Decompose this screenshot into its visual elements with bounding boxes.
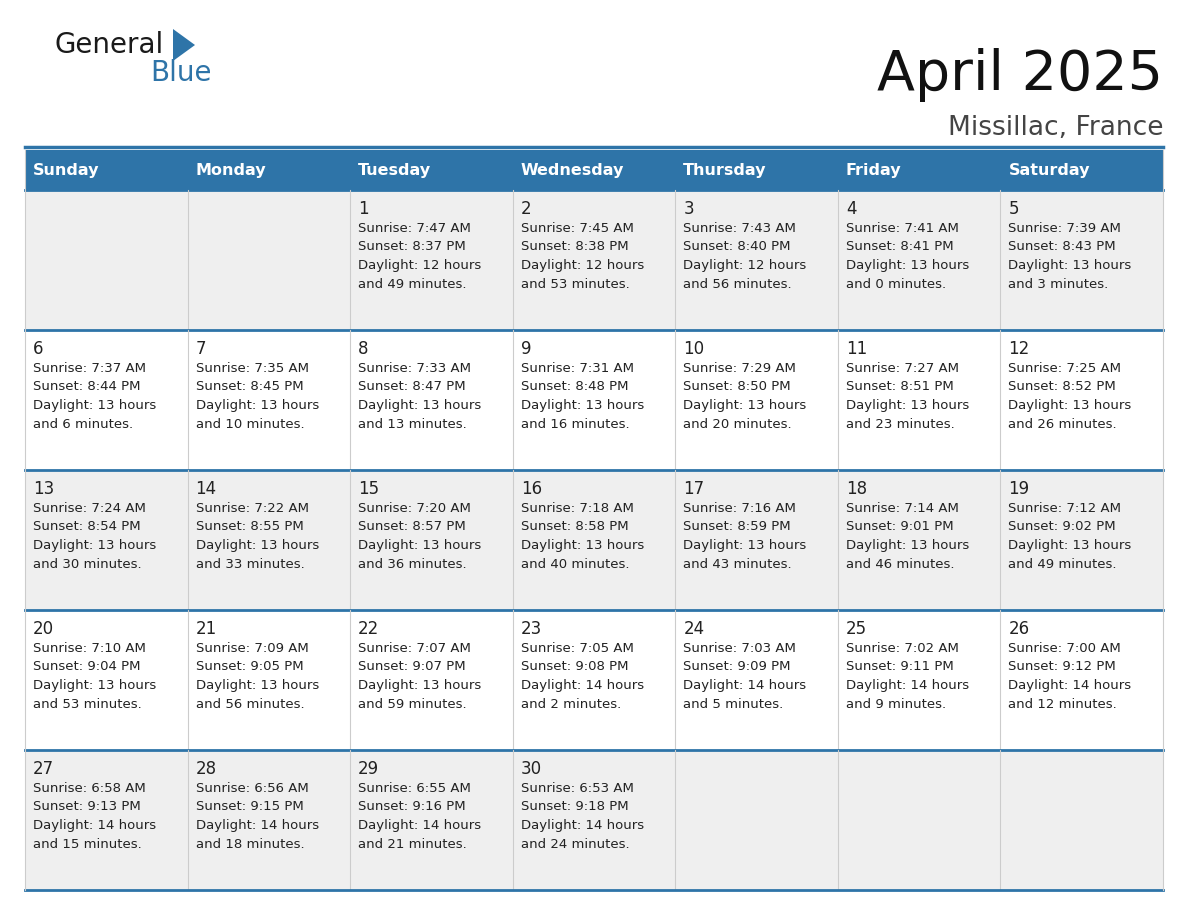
Text: 19: 19: [1009, 480, 1030, 498]
Text: 4: 4: [846, 200, 857, 218]
Text: Sunrise: 6:53 AM
Sunset: 9:18 PM
Daylight: 14 hours
and 24 minutes.: Sunrise: 6:53 AM Sunset: 9:18 PM Dayligh…: [520, 782, 644, 850]
Text: 3: 3: [683, 200, 694, 218]
Text: Sunrise: 7:07 AM
Sunset: 9:07 PM
Daylight: 13 hours
and 59 minutes.: Sunrise: 7:07 AM Sunset: 9:07 PM Dayligh…: [358, 642, 481, 711]
Text: Sunrise: 7:10 AM
Sunset: 9:04 PM
Daylight: 13 hours
and 53 minutes.: Sunrise: 7:10 AM Sunset: 9:04 PM Dayligh…: [33, 642, 157, 711]
Text: Sunrise: 7:47 AM
Sunset: 8:37 PM
Daylight: 12 hours
and 49 minutes.: Sunrise: 7:47 AM Sunset: 8:37 PM Dayligh…: [358, 222, 481, 290]
Text: April 2025: April 2025: [877, 48, 1163, 102]
Text: 22: 22: [358, 620, 379, 638]
Text: 20: 20: [33, 620, 55, 638]
Text: 29: 29: [358, 760, 379, 778]
Text: Sunrise: 7:05 AM
Sunset: 9:08 PM
Daylight: 14 hours
and 2 minutes.: Sunrise: 7:05 AM Sunset: 9:08 PM Dayligh…: [520, 642, 644, 711]
Text: Sunrise: 7:09 AM
Sunset: 9:05 PM
Daylight: 13 hours
and 56 minutes.: Sunrise: 7:09 AM Sunset: 9:05 PM Dayligh…: [196, 642, 318, 711]
Text: 5: 5: [1009, 200, 1019, 218]
Text: Sunrise: 7:25 AM
Sunset: 8:52 PM
Daylight: 13 hours
and 26 minutes.: Sunrise: 7:25 AM Sunset: 8:52 PM Dayligh…: [1009, 362, 1132, 431]
Bar: [25, 330, 1163, 470]
Text: 18: 18: [846, 480, 867, 498]
Text: 7: 7: [196, 340, 206, 358]
Bar: [25, 190, 1163, 330]
Text: 1: 1: [358, 200, 368, 218]
Text: Sunrise: 7:41 AM
Sunset: 8:41 PM
Daylight: 13 hours
and 0 minutes.: Sunrise: 7:41 AM Sunset: 8:41 PM Dayligh…: [846, 222, 969, 290]
Bar: [25, 750, 1163, 890]
Text: Sunday: Sunday: [33, 162, 100, 177]
Text: 24: 24: [683, 620, 704, 638]
Text: 17: 17: [683, 480, 704, 498]
Bar: [25, 150, 1163, 190]
Text: 10: 10: [683, 340, 704, 358]
Text: 12: 12: [1009, 340, 1030, 358]
Text: Sunrise: 6:56 AM
Sunset: 9:15 PM
Daylight: 14 hours
and 18 minutes.: Sunrise: 6:56 AM Sunset: 9:15 PM Dayligh…: [196, 782, 318, 850]
Polygon shape: [173, 29, 195, 61]
Text: 30: 30: [520, 760, 542, 778]
Text: Sunrise: 7:27 AM
Sunset: 8:51 PM
Daylight: 13 hours
and 23 minutes.: Sunrise: 7:27 AM Sunset: 8:51 PM Dayligh…: [846, 362, 969, 431]
Text: Sunrise: 7:00 AM
Sunset: 9:12 PM
Daylight: 14 hours
and 12 minutes.: Sunrise: 7:00 AM Sunset: 9:12 PM Dayligh…: [1009, 642, 1131, 711]
Text: Sunrise: 7:35 AM
Sunset: 8:45 PM
Daylight: 13 hours
and 10 minutes.: Sunrise: 7:35 AM Sunset: 8:45 PM Dayligh…: [196, 362, 318, 431]
Text: Friday: Friday: [846, 162, 902, 177]
Text: Sunrise: 7:14 AM
Sunset: 9:01 PM
Daylight: 13 hours
and 46 minutes.: Sunrise: 7:14 AM Sunset: 9:01 PM Dayligh…: [846, 502, 969, 570]
Bar: [25, 610, 1163, 750]
Text: Sunrise: 7:29 AM
Sunset: 8:50 PM
Daylight: 13 hours
and 20 minutes.: Sunrise: 7:29 AM Sunset: 8:50 PM Dayligh…: [683, 362, 807, 431]
Text: Sunrise: 7:33 AM
Sunset: 8:47 PM
Daylight: 13 hours
and 13 minutes.: Sunrise: 7:33 AM Sunset: 8:47 PM Dayligh…: [358, 362, 481, 431]
Text: Blue: Blue: [150, 59, 211, 87]
Text: Sunrise: 6:58 AM
Sunset: 9:13 PM
Daylight: 14 hours
and 15 minutes.: Sunrise: 6:58 AM Sunset: 9:13 PM Dayligh…: [33, 782, 156, 850]
Text: 26: 26: [1009, 620, 1030, 638]
Text: Sunrise: 7:02 AM
Sunset: 9:11 PM
Daylight: 14 hours
and 9 minutes.: Sunrise: 7:02 AM Sunset: 9:11 PM Dayligh…: [846, 642, 969, 711]
Text: Sunrise: 7:39 AM
Sunset: 8:43 PM
Daylight: 13 hours
and 3 minutes.: Sunrise: 7:39 AM Sunset: 8:43 PM Dayligh…: [1009, 222, 1132, 290]
Text: 27: 27: [33, 760, 55, 778]
Text: Sunrise: 7:18 AM
Sunset: 8:58 PM
Daylight: 13 hours
and 40 minutes.: Sunrise: 7:18 AM Sunset: 8:58 PM Dayligh…: [520, 502, 644, 570]
Text: Sunrise: 7:22 AM
Sunset: 8:55 PM
Daylight: 13 hours
and 33 minutes.: Sunrise: 7:22 AM Sunset: 8:55 PM Dayligh…: [196, 502, 318, 570]
Text: Sunrise: 7:31 AM
Sunset: 8:48 PM
Daylight: 13 hours
and 16 minutes.: Sunrise: 7:31 AM Sunset: 8:48 PM Dayligh…: [520, 362, 644, 431]
Text: Sunrise: 7:12 AM
Sunset: 9:02 PM
Daylight: 13 hours
and 49 minutes.: Sunrise: 7:12 AM Sunset: 9:02 PM Dayligh…: [1009, 502, 1132, 570]
Text: Sunrise: 7:20 AM
Sunset: 8:57 PM
Daylight: 13 hours
and 36 minutes.: Sunrise: 7:20 AM Sunset: 8:57 PM Dayligh…: [358, 502, 481, 570]
Text: Sunrise: 7:03 AM
Sunset: 9:09 PM
Daylight: 14 hours
and 5 minutes.: Sunrise: 7:03 AM Sunset: 9:09 PM Dayligh…: [683, 642, 807, 711]
Text: 21: 21: [196, 620, 217, 638]
Text: Sunrise: 7:16 AM
Sunset: 8:59 PM
Daylight: 13 hours
and 43 minutes.: Sunrise: 7:16 AM Sunset: 8:59 PM Dayligh…: [683, 502, 807, 570]
Bar: [25, 470, 1163, 610]
Text: Sunrise: 7:24 AM
Sunset: 8:54 PM
Daylight: 13 hours
and 30 minutes.: Sunrise: 7:24 AM Sunset: 8:54 PM Dayligh…: [33, 502, 157, 570]
Text: Sunrise: 7:45 AM
Sunset: 8:38 PM
Daylight: 12 hours
and 53 minutes.: Sunrise: 7:45 AM Sunset: 8:38 PM Dayligh…: [520, 222, 644, 290]
Text: 23: 23: [520, 620, 542, 638]
Text: Wednesday: Wednesday: [520, 162, 624, 177]
Text: 11: 11: [846, 340, 867, 358]
Text: 16: 16: [520, 480, 542, 498]
Text: 6: 6: [33, 340, 44, 358]
Text: 25: 25: [846, 620, 867, 638]
Text: Saturday: Saturday: [1009, 162, 1089, 177]
Text: Thursday: Thursday: [683, 162, 766, 177]
Text: 13: 13: [33, 480, 55, 498]
Text: Monday: Monday: [196, 162, 266, 177]
Text: General: General: [55, 31, 164, 59]
Text: 14: 14: [196, 480, 216, 498]
Text: Sunrise: 7:43 AM
Sunset: 8:40 PM
Daylight: 12 hours
and 56 minutes.: Sunrise: 7:43 AM Sunset: 8:40 PM Dayligh…: [683, 222, 807, 290]
Text: Missillac, France: Missillac, France: [948, 115, 1163, 141]
Text: 15: 15: [358, 480, 379, 498]
Text: Sunrise: 6:55 AM
Sunset: 9:16 PM
Daylight: 14 hours
and 21 minutes.: Sunrise: 6:55 AM Sunset: 9:16 PM Dayligh…: [358, 782, 481, 850]
Text: 2: 2: [520, 200, 531, 218]
Text: 8: 8: [358, 340, 368, 358]
Text: 28: 28: [196, 760, 216, 778]
Text: Tuesday: Tuesday: [358, 162, 431, 177]
Text: 9: 9: [520, 340, 531, 358]
Text: Sunrise: 7:37 AM
Sunset: 8:44 PM
Daylight: 13 hours
and 6 minutes.: Sunrise: 7:37 AM Sunset: 8:44 PM Dayligh…: [33, 362, 157, 431]
